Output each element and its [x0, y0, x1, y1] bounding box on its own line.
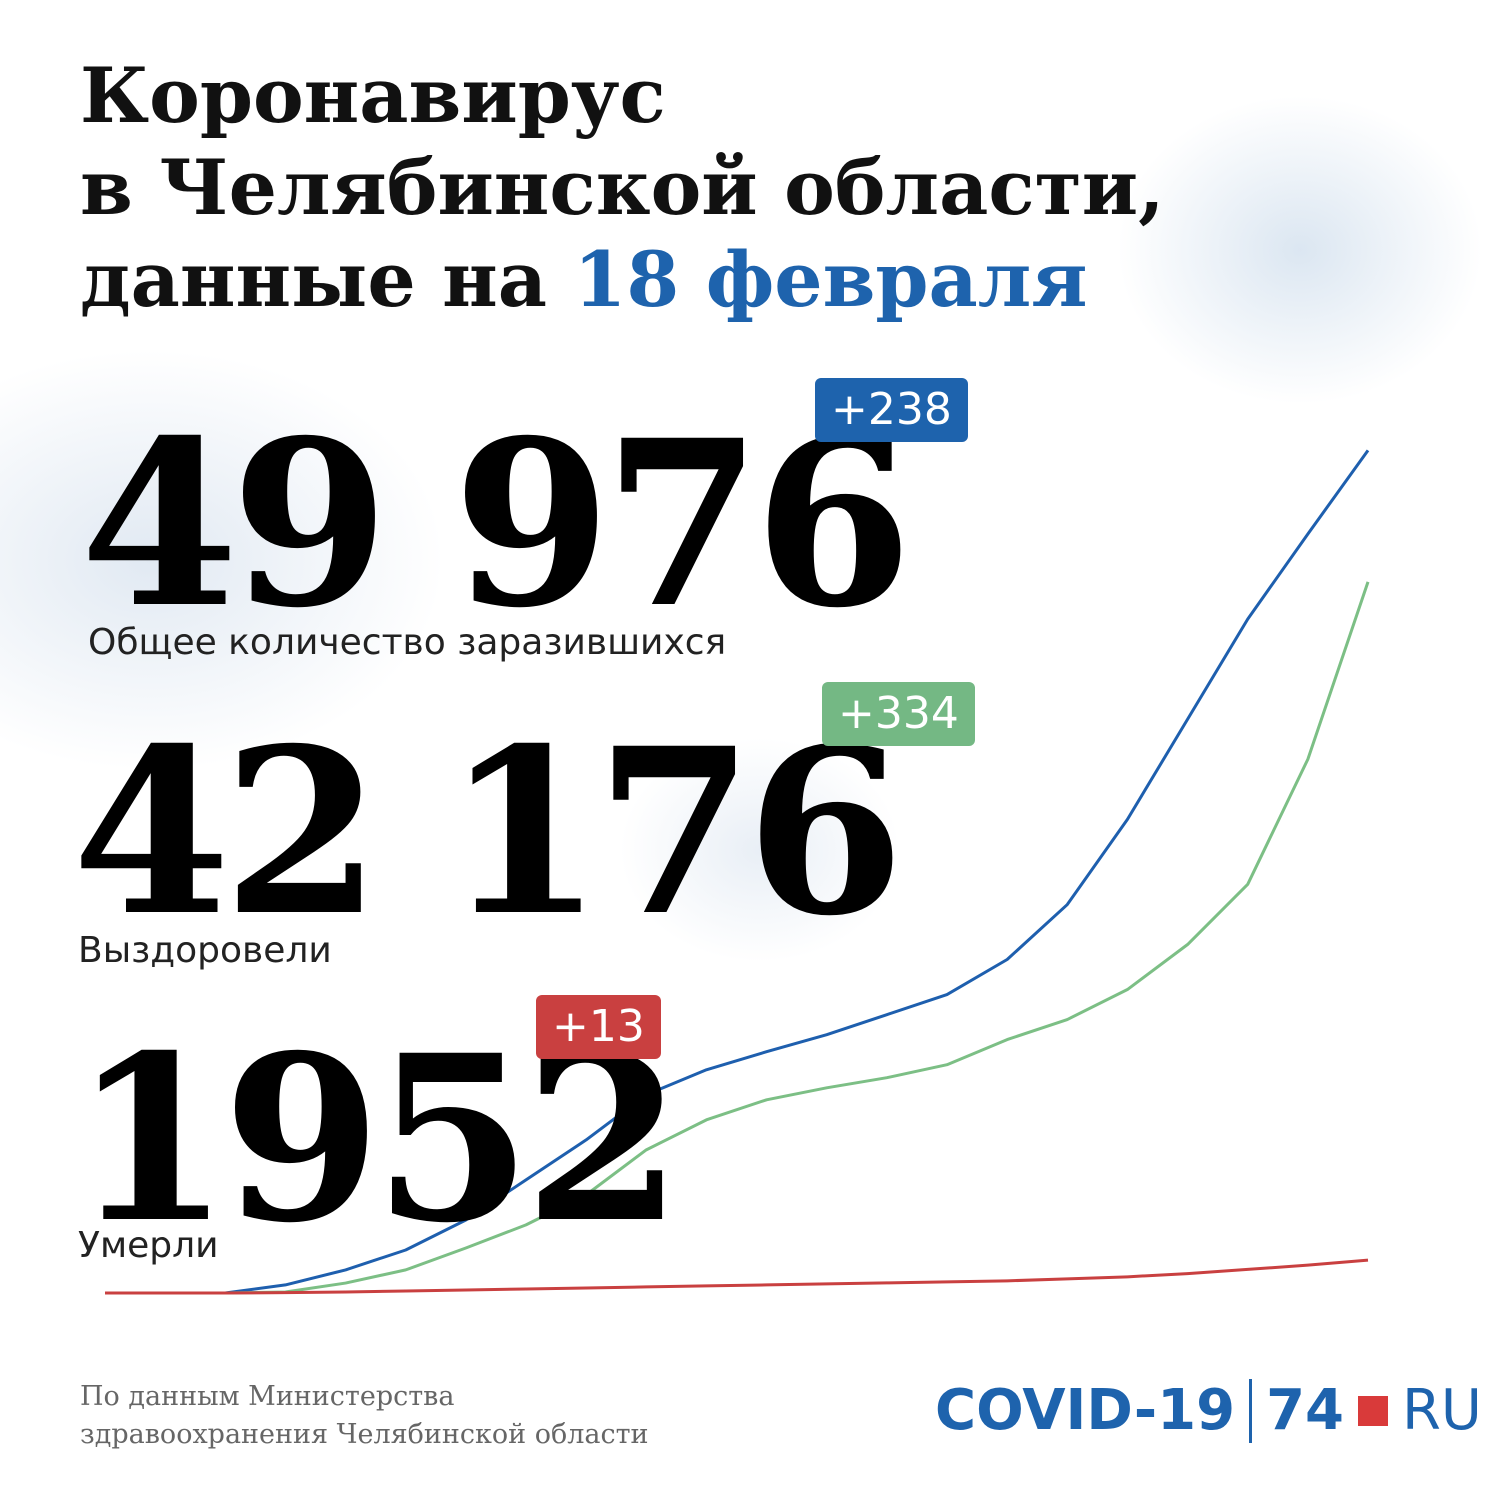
title-line: Коронавирус: [80, 51, 666, 140]
stat-label: Выздоровели: [78, 930, 332, 971]
stat-label: Умерли: [78, 1225, 219, 1266]
title: Коронавирус в Челябинской области, данны…: [80, 50, 1165, 326]
title-line: данные на 18 февраля: [80, 234, 1165, 326]
stat-delta: +334: [822, 682, 975, 746]
stat-value: 42 176: [72, 698, 905, 966]
logo: COVID-19 74 RU: [935, 1378, 1482, 1443]
source: По данным Министерства здравоохранения Ч…: [80, 1378, 649, 1454]
logo-num: 74: [1266, 1378, 1345, 1443]
stat-delta: +13: [536, 995, 661, 1059]
date: 18 февраля: [573, 235, 1088, 324]
series-line: [105, 1258, 1369, 1295]
title-text: данные на: [80, 235, 574, 324]
title-line: в Челябинской области,: [80, 143, 1165, 232]
series-line: [105, 581, 1370, 1295]
stat-label: Общее количество заразившихся: [88, 622, 727, 663]
source-line: По данным Министерства: [80, 1381, 455, 1412]
source-line: здравоохранения Челябинской области: [80, 1419, 649, 1450]
stat-delta: +238: [815, 378, 968, 442]
logo-covid: COVID-19: [935, 1378, 1236, 1443]
logo-ru: RU: [1402, 1378, 1482, 1443]
logo-square: [1358, 1395, 1389, 1426]
series-line: [105, 449, 1370, 1295]
stat-value: 49 976: [80, 390, 913, 658]
stat-value: 1952: [72, 1005, 683, 1273]
logo-separator: [1249, 1378, 1253, 1443]
